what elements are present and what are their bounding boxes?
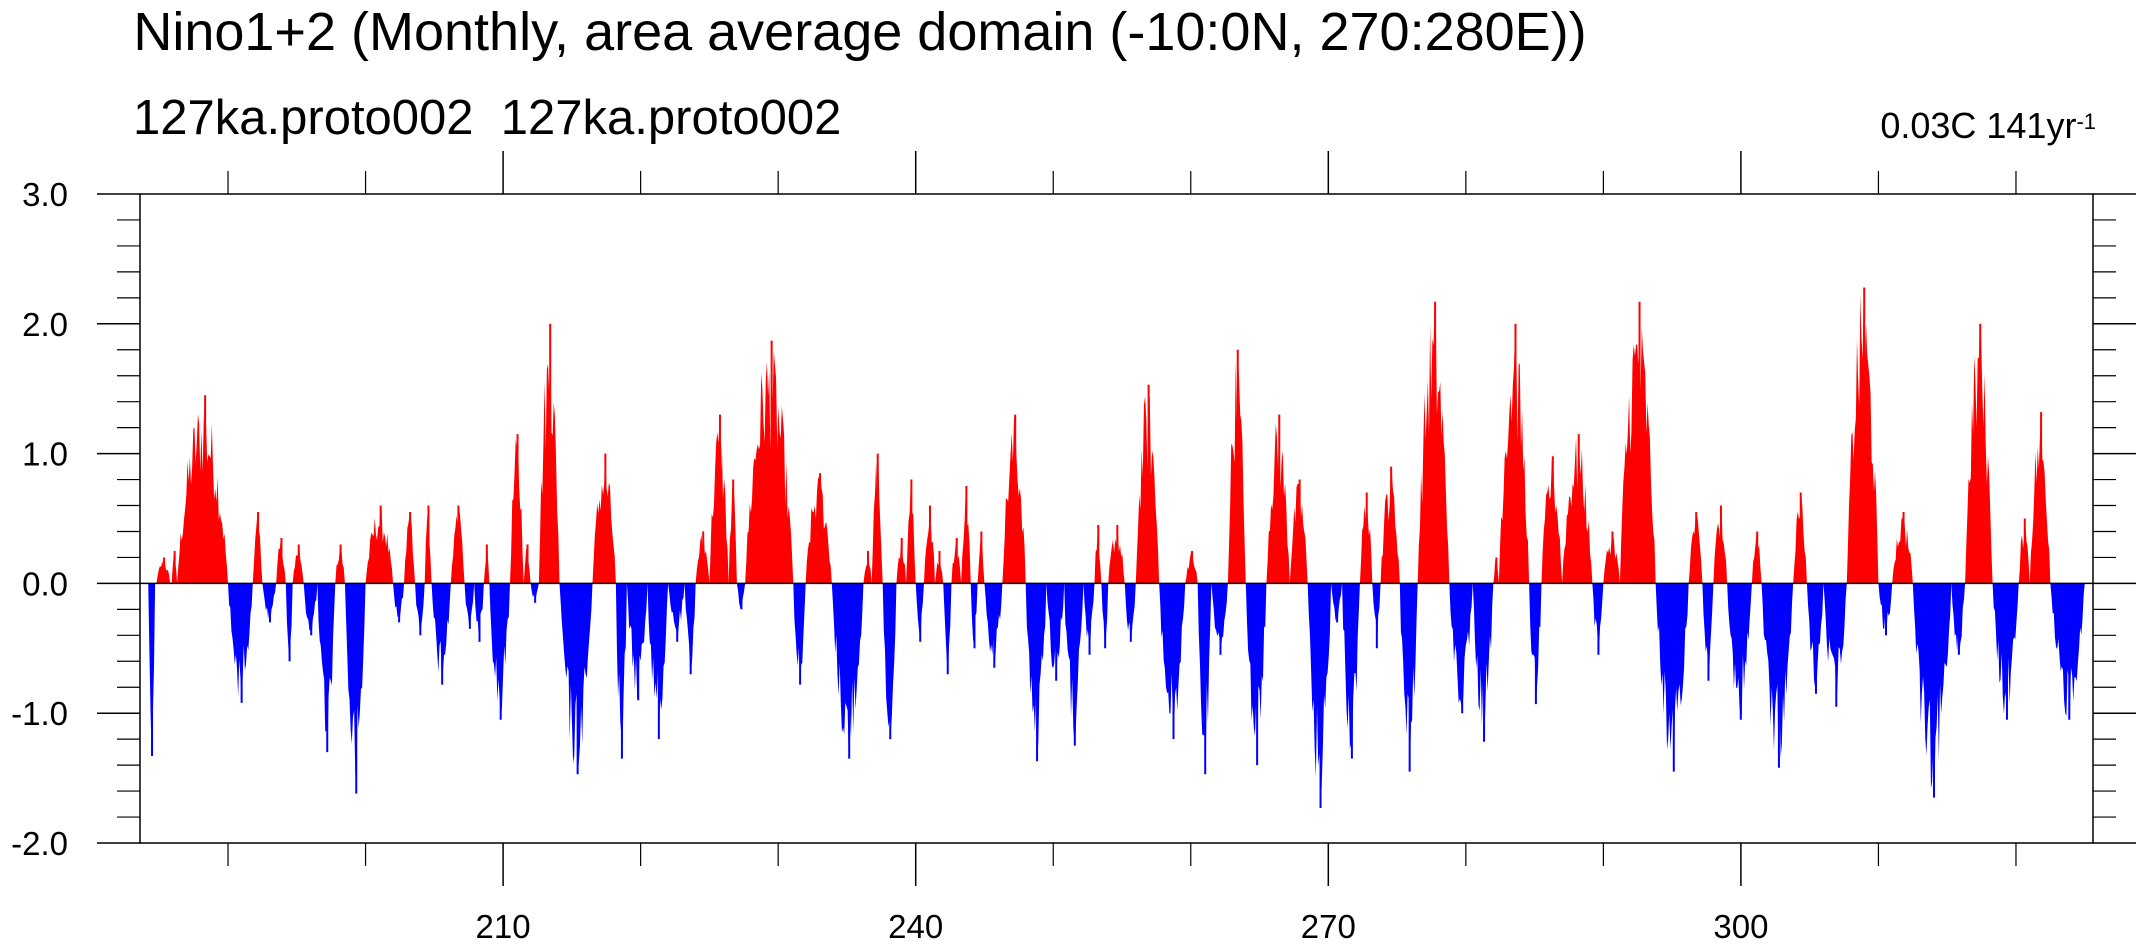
positive-anomaly-bar-67 <box>1135 386 1160 584</box>
negative-anomaly-bar-76 <box>1307 583 1332 806</box>
negative-anomaly-bar-85 <box>1472 583 1494 740</box>
trend-annotation-text: 0.03C 141yr <box>1880 105 2077 146</box>
negative-anomaly-bar-107 <box>1912 583 1952 795</box>
bars-group <box>148 287 2085 808</box>
positive-anomaly-bar-109 <box>1965 325 1993 584</box>
chart-title: Nino1+2 (Monthly, area average domain (-… <box>133 2 1587 62</box>
negative-anomaly-bar-43 <box>831 583 864 758</box>
positive-anomaly-bar-89 <box>1541 457 1563 584</box>
positive-anomaly-bar-83 <box>1417 303 1450 584</box>
positive-anomaly-bar-93 <box>1619 304 1656 584</box>
negative-anomaly-bar-29 <box>559 583 593 773</box>
x-tick-label: 210 <box>476 908 531 945</box>
negative-anomaly-bar-68 <box>1159 583 1186 737</box>
trend-annotation: 0.03C 141yr-1 <box>1880 104 2096 148</box>
subtitle-left: 127ka.proto002 <box>133 91 474 145</box>
positive-anomaly-bar-74 <box>1266 416 1290 584</box>
negative-anomaly-bar-84 <box>1449 583 1473 712</box>
negative-anomaly-bar-100 <box>1761 583 1794 767</box>
x-tick-label: 300 <box>1713 908 1768 945</box>
positive-anomaly-bar-40 <box>745 342 794 584</box>
positive-anomaly-bar-106 <box>1892 512 1913 584</box>
positive-anomaly-bar-14 <box>365 506 394 584</box>
negative-anomaly-bar-32 <box>626 583 648 699</box>
positive-anomaly-bar-112 <box>2029 414 2051 584</box>
negative-anomaly-bar-73 <box>1245 583 1267 763</box>
positive-anomaly-bar-104 <box>1846 288 1879 584</box>
y-tick-label: 0.0 <box>22 565 68 602</box>
positive-anomaly-bar-42 <box>805 474 832 584</box>
negative-anomaly-bar-110 <box>1992 583 2019 718</box>
negative-anomaly-bar-13 <box>344 583 366 792</box>
x-tick-label: 240 <box>888 908 943 945</box>
positive-anomaly-bar-58 <box>1002 416 1026 584</box>
y-tick-label: 3.0 <box>22 176 68 213</box>
y-tick-label: -2.0 <box>11 825 68 862</box>
y-tick-label: 1.0 <box>22 436 68 473</box>
y-tick-label: 2.0 <box>22 306 68 343</box>
x-tick-label: 270 <box>1301 908 1356 945</box>
negative-anomaly-bar-94 <box>1655 583 1689 770</box>
y-tick-label: -1.0 <box>11 695 68 732</box>
positive-anomaly-bar-28 <box>538 326 560 584</box>
positive-anomaly-bar-87 <box>1498 325 1530 584</box>
positive-anomaly-bar-90 <box>1562 435 1593 584</box>
negative-anomaly-bar-24 <box>489 583 510 719</box>
negative-anomaly-bar-103 <box>1823 583 1847 706</box>
plot-frame <box>139 193 2094 844</box>
positive-anomaly-bar-30 <box>592 454 616 584</box>
negative-anomaly-bar-98 <box>1727 583 1752 719</box>
trend-annotation-superscript: -1 <box>2076 109 2096 134</box>
positive-anomaly-bar-3 <box>177 396 229 584</box>
axes-group: -2.0 -1.0 0.0 1.0 2.0 3.0 210 240 270 300 <box>11 151 2136 945</box>
negative-anomaly-bar-59 <box>1025 583 1047 760</box>
negative-anomaly-bar-113 <box>2050 583 2085 718</box>
negative-anomaly-bar-33 <box>647 583 669 738</box>
subtitle-left-group: 127ka.proto002 127ka.proto002 <box>133 90 841 146</box>
negative-anomaly-bar-4 <box>228 583 253 702</box>
subtitle-right: 127ka.proto002 <box>500 91 842 145</box>
